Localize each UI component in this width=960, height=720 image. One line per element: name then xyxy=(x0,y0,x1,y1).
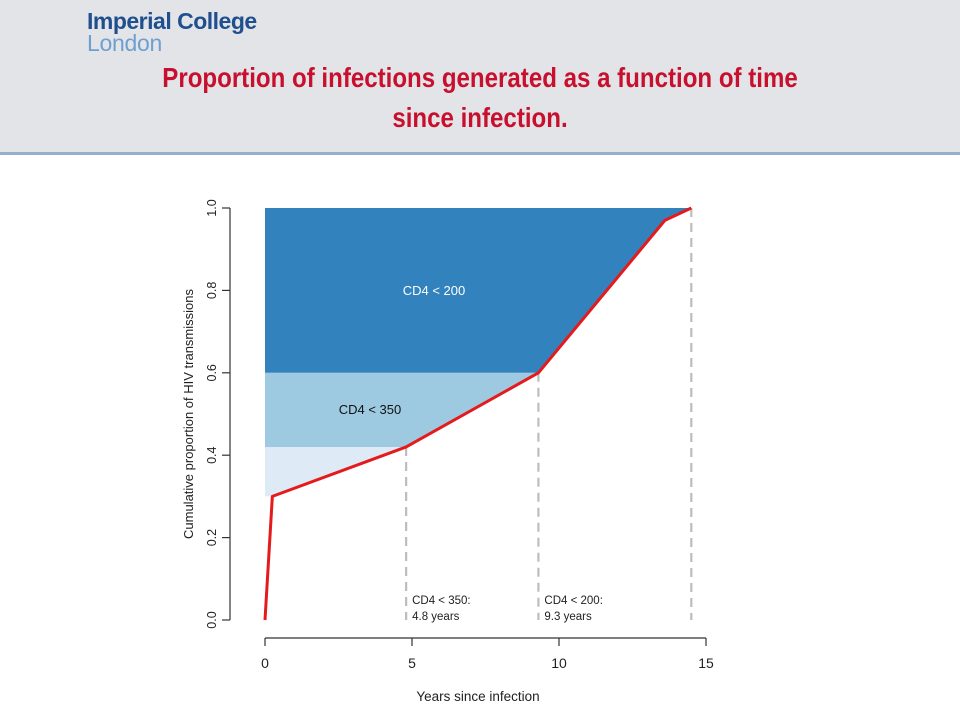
logo-line-1: Imperial College xyxy=(87,8,257,34)
x-tick-label-3: 15 xyxy=(698,655,714,671)
imperial-college-logo: Imperial College London xyxy=(87,8,257,56)
vline-label-1-line-1: CD4 < 200: xyxy=(544,595,603,607)
cd4-350-region xyxy=(265,372,539,447)
x-tick-label-0: 0 xyxy=(261,655,269,671)
vline-label-1-line-2: 9.3 years xyxy=(544,611,592,623)
y-axis-label: Cumulative proportion of HIV transmissio… xyxy=(181,289,196,539)
y-tick-label-0: 0.0 xyxy=(205,611,219,628)
cd4-200-region xyxy=(265,208,692,373)
y-tick-label-4: 0.8 xyxy=(205,282,219,299)
cumulative-transmission-curve xyxy=(263,206,692,621)
y-tick-label-5: 1.0 xyxy=(205,199,219,216)
vline-label-0-line-2: 4.8 years xyxy=(412,611,460,623)
logo-line-2: London xyxy=(87,30,162,56)
x-tick-label-1: 5 xyxy=(408,655,416,671)
y-tick-label-1: 0.2 xyxy=(205,529,219,546)
slide-title-line-2: since infection. xyxy=(392,102,568,133)
cd4-350-region-label: CD4 < 350 xyxy=(339,402,402,417)
y-tick-label-3: 0.6 xyxy=(205,364,219,381)
slide-header: Imperial College London Proportion of in… xyxy=(0,0,960,155)
slide-title: Proportion of infections generated as a … xyxy=(127,58,832,138)
slide-title-line-1: Proportion of infections generated as a … xyxy=(162,62,798,93)
cd4-200-region-label: CD4 < 200 xyxy=(403,283,466,298)
vline-label-0-line-1: CD4 < 350: xyxy=(412,595,471,607)
x-axis-label: Years since infection xyxy=(416,689,539,704)
y-tick-label-2: 0.4 xyxy=(205,446,219,463)
x-tick-label-2: 10 xyxy=(551,655,567,671)
